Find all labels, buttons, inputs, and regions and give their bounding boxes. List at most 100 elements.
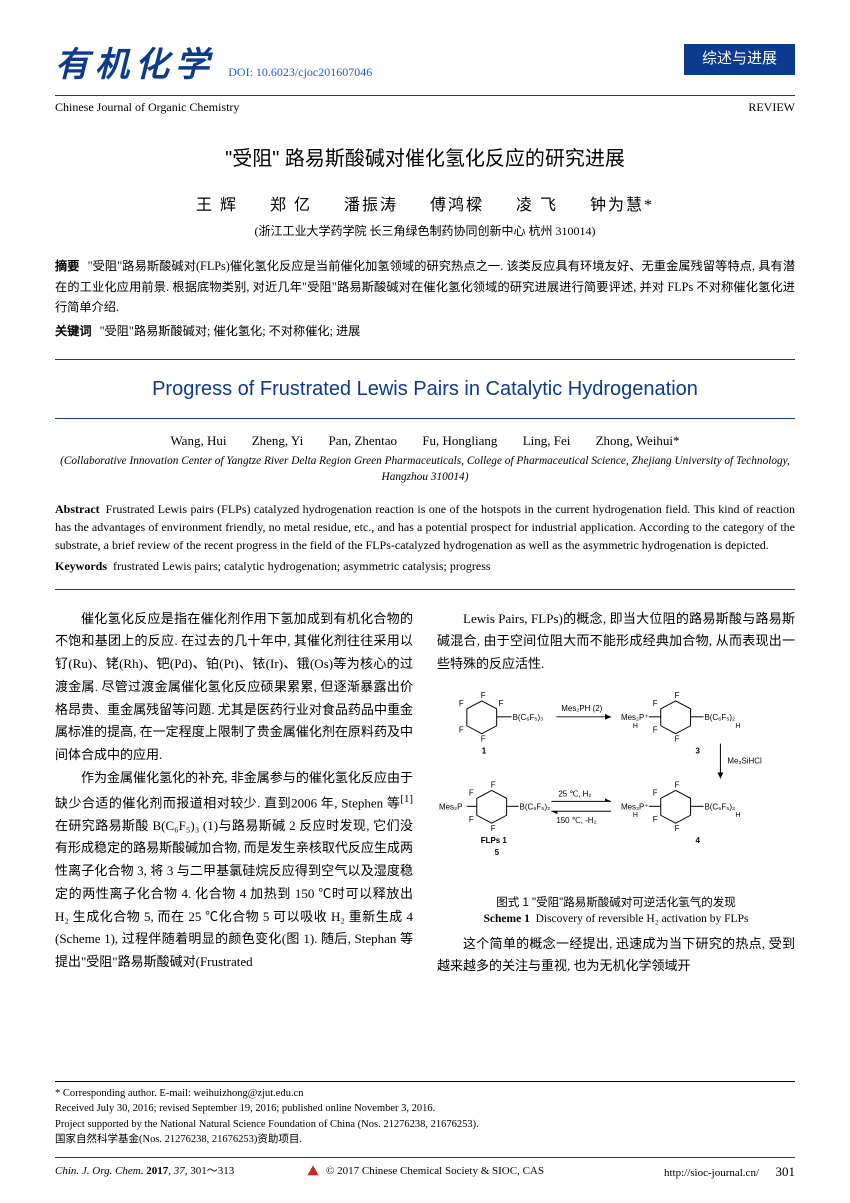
abstract-text-cn: "受阻"路易斯酸碱对(FLPs)催化氢化反应是当前催化加氢领域的研究热点之一. …: [55, 259, 795, 314]
svg-text:Mes₂P⁺: Mes₂P⁺: [621, 802, 649, 811]
affiliation-cn: (浙江工业大学药学院 长三角绿色制药协同创新中心 杭州 310014): [55, 222, 795, 240]
thin-rule: [55, 418, 795, 419]
footnote-line: Received July 30, 2016; revised Septembe…: [55, 1101, 795, 1116]
article-title-cn: "受阻" 路易斯酸碱对催化氢化反应的研究进展: [55, 144, 795, 174]
scheme-1: F F F F F B(C₆F₅)₃ 1 Mes₂PH (2) F F F F Mes₂P⁺…: [437, 684, 795, 927]
svg-text:150 ℃, -H₂: 150 ℃, -H₂: [556, 816, 596, 825]
body-text: 催化氢化反应是指在催化剂作用下氢加成到有机化合物的不饱和基团上的反应. 在过去的…: [55, 608, 795, 979]
svg-text:B(C₆F₅)₂: B(C₆F₅)₂: [704, 713, 735, 722]
review-badge: 综述与进展: [684, 44, 795, 75]
svg-text:4: 4: [696, 836, 701, 845]
svg-text:F: F: [499, 699, 504, 708]
footnote-line: Project supported by the National Natura…: [55, 1117, 795, 1132]
affiliation-en: (Collaborative Innovation Center of Yang…: [55, 454, 795, 486]
author: Zhong, Weihui*: [596, 433, 680, 448]
footer-left: Chin. J. Org. Chem. 2017, 37, 301～313: [55, 1163, 234, 1180]
footer-copyright: © 2017 Chinese Chemical Society & SIOC, …: [326, 1163, 544, 1180]
keywords-en: Keywords frustrated Lewis pairs; catalyti…: [55, 557, 795, 575]
author: Wang, Hui: [170, 433, 226, 448]
scheme-caption-cn: 图式 1 "受阻"路易斯酸碱对可逆活化氢气的发现: [437, 895, 795, 911]
keywords-text-en: frustrated Lewis pairs; catalytic hydrog…: [113, 559, 491, 573]
footer-right: http://sioc-journal.cn/ 301: [664, 1162, 795, 1182]
svg-text:Mes₂P: Mes₂P: [439, 802, 462, 811]
author: 傅鸿樑: [430, 197, 484, 214]
svg-text:H: H: [735, 812, 740, 819]
body-p1: 催化氢化反应是指在催化剂作用下氢加成到有机化合物的不饱和基团上的反应. 在过去的…: [55, 608, 413, 767]
author: 凌 飞: [516, 197, 558, 214]
svg-text:B(C₆F₅)₂: B(C₆F₅)₂: [704, 802, 735, 811]
author: Fu, Hongliang: [422, 433, 497, 448]
body-p4: 这个简单的概念一经提出, 迅速成为当下研究的热点, 受到越来越多的关注与重视, …: [437, 933, 795, 979]
svg-text:B(C₆F₅)₂: B(C₆F₅)₂: [520, 802, 551, 811]
svg-text:F: F: [469, 788, 474, 797]
author: 钟为慧*: [590, 197, 654, 214]
abstract-text-en: Frustrated Lewis pairs (FLPs) catalyzed …: [55, 502, 795, 552]
logo-icon: [306, 1164, 320, 1178]
footnote-line: * Corresponding author. E-mail: weihuizh…: [55, 1086, 795, 1101]
page-header: 有机化学 DOI: 10.6023/cjoc201607046 综述与进展: [55, 40, 795, 91]
footer-center: © 2017 Chinese Chemical Society & SIOC, …: [306, 1163, 544, 1180]
svg-text:F: F: [491, 824, 496, 833]
svg-text:F: F: [459, 699, 464, 708]
journal-title-en: Chinese Journal of Organic Chemistry: [55, 98, 239, 116]
authors-cn: 王 辉 郑 亿 潘振涛 傅鸿樑 凌 飞 钟为慧*: [55, 194, 795, 218]
footer-url[interactable]: http://sioc-journal.cn/: [664, 1167, 759, 1179]
footnote-line: 国家自然科学基金(Nos. 21276238, 21676253)资助项目.: [55, 1132, 795, 1147]
page-footer: Chin. J. Org. Chem. 2017, 37, 301～313 © …: [55, 1157, 795, 1182]
body-p2: 作为金属催化氢化的补充, 非金属参与的催化氢化反应由于缺少合适的催化剂而报道相对…: [55, 767, 413, 974]
svg-text:3: 3: [696, 746, 701, 755]
keywords-text-cn: "受阻"路易斯酸碱对; 催化氢化; 不对称催化; 进展: [100, 324, 361, 338]
svg-text:25 ℃, H₂: 25 ℃, H₂: [558, 789, 591, 798]
doi-link[interactable]: DOI: 10.6023/cjoc201607046: [228, 65, 372, 79]
svg-text:F: F: [491, 780, 496, 789]
svg-text:F: F: [653, 699, 658, 708]
svg-text:F: F: [653, 788, 658, 797]
svg-text:Me₂SiHCl: Me₂SiHCl: [727, 756, 762, 765]
svg-text:F: F: [675, 780, 680, 789]
keywords-label-en: Keywords: [55, 559, 107, 573]
svg-text:F: F: [481, 691, 486, 700]
abstract-cn: 摘要"受阻"路易斯酸碱对(FLPs)催化氢化反应是当前催化加氢领域的研究热点之一…: [55, 256, 795, 318]
footnotes: * Corresponding author. E-mail: weihuizh…: [55, 1081, 795, 1147]
body-p3: Lewis Pairs, FLPs)的概念, 即当大位阻的路易斯酸与路易斯碱混合…: [437, 608, 795, 676]
scheme-caption: 图式 1 "受阻"路易斯酸碱对可逆活化氢气的发现 Scheme 1 Discov…: [437, 895, 795, 927]
author: Pan, Zhentao: [328, 433, 397, 448]
svg-text:FLPs 1: FLPs 1: [481, 836, 508, 845]
author: 郑 亿: [270, 197, 312, 214]
svg-text:H: H: [633, 723, 638, 730]
scheme-caption-en: Scheme 1 Discovery of reversible H₂ acti…: [437, 911, 795, 927]
author: Zheng, Yi: [252, 433, 304, 448]
page-number: 301: [776, 1164, 796, 1179]
article-title-en: Progress of Frustrated Lewis Pairs in Ca…: [55, 374, 795, 404]
svg-text:F: F: [653, 726, 658, 735]
keywords-label-cn: 关键词: [55, 324, 92, 338]
svg-text:Mes₂P⁺: Mes₂P⁺: [621, 713, 649, 722]
journal-title-cn: 有机化学: [55, 40, 215, 91]
scheme-svg: F F F F F B(C₆F₅)₃ 1 Mes₂PH (2) F F F F Mes₂P⁺…: [437, 684, 795, 883]
svg-text:F: F: [469, 815, 474, 824]
svg-text:F: F: [675, 691, 680, 700]
svg-text:H: H: [633, 812, 638, 819]
author: Ling, Fei: [523, 433, 571, 448]
svg-text:F: F: [459, 726, 464, 735]
review-label-en: REVIEW: [748, 98, 795, 116]
svg-text:1: 1: [482, 746, 487, 755]
svg-text:Mes₂PH (2): Mes₂PH (2): [561, 704, 602, 713]
svg-text:F: F: [481, 735, 486, 744]
keywords-cn: 关键词 "受阻"路易斯酸碱对; 催化氢化; 不对称催化; 进展: [55, 322, 795, 340]
header-rule: [55, 95, 795, 96]
svg-text:H: H: [735, 723, 740, 730]
abstract-label-en: Abstract: [55, 502, 100, 516]
sub-header: Chinese Journal of Organic Chemistry REV…: [55, 98, 795, 116]
abstract-en: AbstractFrustrated Lewis pairs (FLPs) ca…: [55, 500, 795, 554]
author: 潘振涛: [344, 197, 398, 214]
abstract-label-cn: 摘要: [55, 259, 80, 273]
author: 王 辉: [196, 197, 238, 214]
svg-text:F: F: [653, 815, 658, 824]
svg-text:B(C₆F₅)₃: B(C₆F₅)₃: [513, 713, 544, 722]
svg-text:F: F: [675, 735, 680, 744]
authors-en: Wang, Hui Zheng, Yi Pan, Zhentao Fu, Hon…: [55, 431, 795, 451]
svg-text:F: F: [675, 824, 680, 833]
svg-text:5: 5: [495, 848, 500, 857]
english-block: Progress of Frustrated Lewis Pairs in Ca…: [55, 359, 795, 590]
